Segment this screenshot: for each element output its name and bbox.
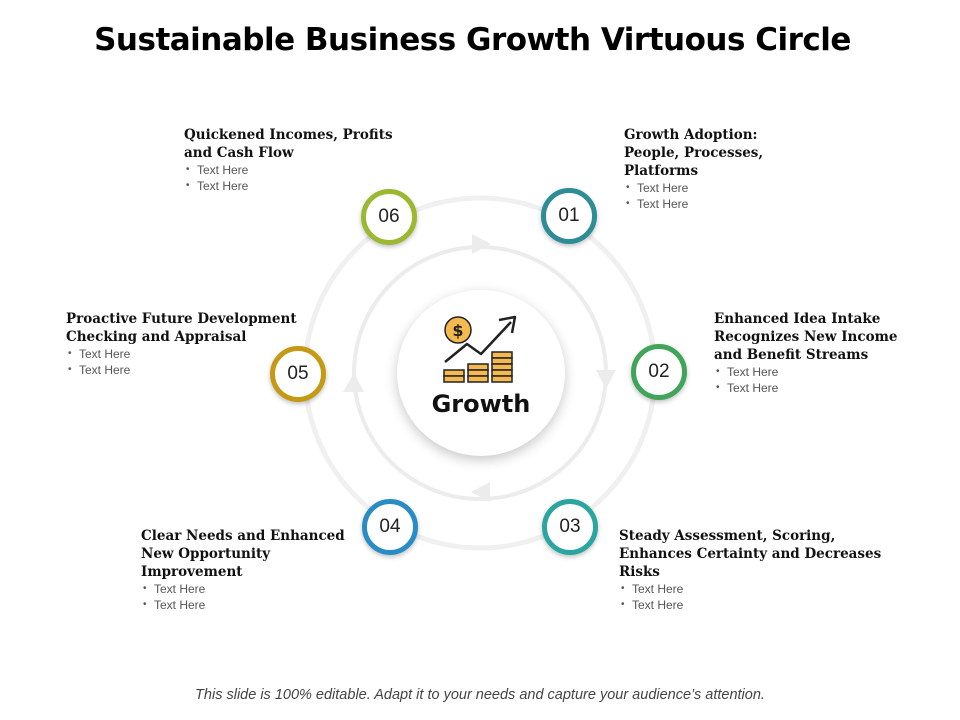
block-heading: Steady Assessment, Scoring, Enhances Cer… xyxy=(619,528,882,580)
block-heading: Growth Adoption: People, Processes, Plat… xyxy=(624,127,764,179)
node-01: 01 xyxy=(541,188,597,244)
text-block-02: Enhanced Idea Intake Recognizes New Inco… xyxy=(714,310,934,396)
bullet-item: Text Here xyxy=(66,346,316,362)
node-06: 06 xyxy=(361,189,417,245)
footer-note: This slide is 100% editable. Adapt it to… xyxy=(195,687,765,703)
arrowhead-left-icon xyxy=(343,373,364,392)
block-heading: Proactive Future Development Checking an… xyxy=(66,311,297,345)
bullet-list: Text Here Text Here xyxy=(714,364,934,396)
node-number: 04 xyxy=(379,516,401,537)
bullet-item: Text Here xyxy=(141,597,361,613)
currency-symbol: $ xyxy=(452,321,463,340)
block-heading: Clear Needs and Enhanced New Opportunity… xyxy=(141,528,345,580)
bullet-list: Text Here Text Here xyxy=(624,180,824,212)
bullet-item: Text Here xyxy=(66,362,316,378)
arrowhead-bottom-icon xyxy=(471,482,490,502)
bullet-item: Text Here xyxy=(624,180,824,196)
arrowhead-right-icon xyxy=(596,370,616,389)
hub-label: Growth xyxy=(431,390,531,418)
bullet-item: Text Here xyxy=(619,581,919,597)
node-02: 02 xyxy=(631,344,687,400)
text-block-05: Proactive Future Development Checking an… xyxy=(66,310,316,378)
bullet-list: Text Here Text Here xyxy=(66,346,316,378)
arrowhead-top-icon xyxy=(472,234,491,254)
node-03: 03 xyxy=(542,499,598,555)
text-block-01: Growth Adoption: People, Processes, Plat… xyxy=(624,126,824,212)
growth-hub: $ Growth xyxy=(397,290,565,456)
bullet-item: Text Here xyxy=(714,364,934,380)
bullet-item: Text Here xyxy=(141,581,361,597)
bullet-item: Text Here xyxy=(714,380,934,396)
slide-title: Sustainable Business Growth Virtuous Cir… xyxy=(94,22,851,58)
bullet-item: Text Here xyxy=(624,196,824,212)
text-block-03: Steady Assessment, Scoring, Enhances Cer… xyxy=(619,527,919,613)
bullet-list: Text Here Text Here xyxy=(184,162,414,194)
bullet-item: Text Here xyxy=(184,162,414,178)
bullet-list: Text Here Text Here xyxy=(619,581,919,613)
text-block-04: Clear Needs and Enhanced New Opportunity… xyxy=(141,527,361,613)
node-04: 04 xyxy=(362,499,418,555)
bullet-item: Text Here xyxy=(619,597,919,613)
node-number: 02 xyxy=(648,361,670,382)
node-number: 01 xyxy=(558,205,580,226)
growth-chart-icon: $ xyxy=(443,315,517,383)
bullet-item: Text Here xyxy=(184,178,414,194)
text-block-06: Quickened Incomes, Profits and Cash Flow… xyxy=(184,126,414,194)
node-number: 03 xyxy=(559,516,581,537)
node-number: 06 xyxy=(378,206,400,227)
block-heading: Quickened Incomes, Profits and Cash Flow xyxy=(184,127,393,161)
block-heading: Enhanced Idea Intake Recognizes New Inco… xyxy=(714,311,898,363)
bullet-list: Text Here Text Here xyxy=(141,581,361,613)
